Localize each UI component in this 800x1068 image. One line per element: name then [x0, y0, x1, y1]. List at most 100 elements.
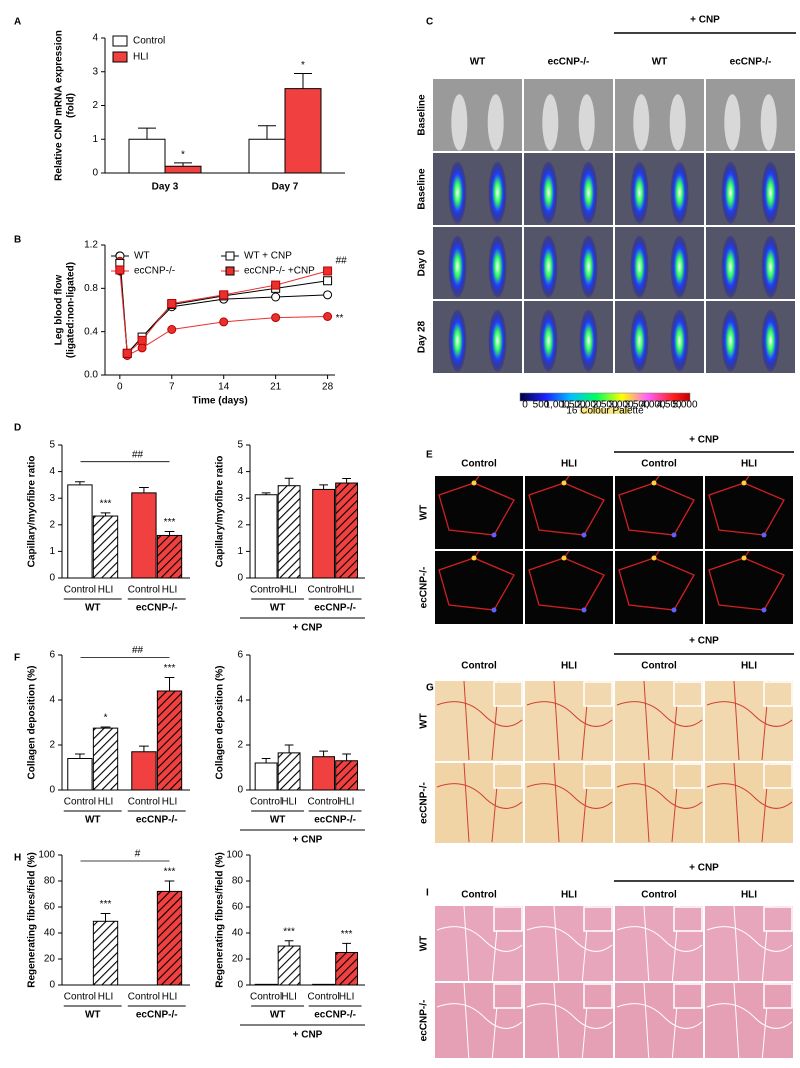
significance: ***	[100, 899, 112, 910]
y-axis-label: Leg blood flow	[54, 275, 65, 346]
perfusion	[670, 309, 689, 372]
y-tick-label: 0	[92, 168, 98, 179]
colour-scale	[519, 392, 691, 402]
scale-label: 4,500	[656, 400, 681, 411]
x-tick-label: HLI	[281, 797, 297, 808]
leg	[669, 94, 686, 151]
y-tick-label: 60	[44, 902, 56, 913]
perfusion	[761, 235, 780, 298]
scale-label: 5,000	[672, 400, 697, 411]
error-bar	[100, 726, 111, 729]
y-tick-label: 100	[226, 850, 243, 861]
error-bar	[261, 492, 271, 495]
image	[706, 301, 795, 373]
y-tick-label: 4	[49, 695, 55, 706]
significance: ***	[100, 498, 112, 509]
image	[433, 227, 522, 299]
capillary	[581, 532, 587, 538]
inset	[763, 906, 793, 932]
y-tick-label: 20	[232, 954, 244, 965]
significance: ***	[341, 929, 353, 940]
capillary	[651, 555, 657, 561]
y-axis-label: (ligated:non-ligated)	[66, 262, 77, 358]
error-bar	[284, 744, 294, 753]
image	[433, 79, 522, 151]
y-tick-label: 5	[237, 440, 243, 451]
x-tick-label: 7	[169, 382, 175, 393]
perfusion	[630, 161, 649, 224]
column-label: Control	[461, 661, 497, 672]
scale-title: 16 Colour Palette	[566, 406, 644, 417]
capillary	[761, 607, 767, 613]
inset	[763, 681, 793, 707]
series-line	[119, 269, 328, 355]
x-tick-label: HLI	[162, 992, 178, 1003]
bar	[67, 758, 93, 791]
panel-letter: A	[14, 17, 21, 28]
significance: *	[181, 150, 185, 161]
y-tick-label: 4	[237, 466, 243, 477]
y-tick-label: 20	[44, 954, 56, 965]
x-tick-label: Control	[250, 797, 282, 808]
panel-letter: C	[426, 17, 433, 28]
column-label: HLI	[561, 661, 577, 672]
y-tick-label: 80	[232, 876, 244, 887]
marker	[219, 290, 229, 300]
panel-letter: H	[14, 853, 21, 864]
y-tick-label: 0	[237, 980, 243, 991]
inset	[673, 906, 703, 932]
capillary	[561, 480, 567, 486]
bar	[312, 983, 336, 986]
y-tick-label: 2	[49, 519, 55, 530]
significance: **	[336, 313, 344, 324]
marker	[323, 312, 333, 321]
bar	[312, 488, 336, 579]
perfusion	[761, 309, 780, 372]
scale-label: 0	[522, 400, 528, 411]
column-label: Control	[641, 890, 677, 901]
row-label: WT	[419, 936, 430, 952]
y-axis-label: Capillary/myofibre ratio	[27, 456, 38, 568]
perfusion	[721, 309, 740, 372]
error-bar	[261, 758, 271, 763]
bar	[92, 515, 119, 579]
error-bar	[319, 484, 328, 490]
image	[524, 79, 613, 151]
error-bar	[342, 478, 351, 484]
y-tick-label: 2	[92, 100, 98, 111]
x-tick-label: HLI	[98, 992, 114, 1003]
column-label: WT	[652, 57, 668, 68]
panel-letter: G	[426, 683, 434, 694]
inset	[673, 983, 703, 1009]
leg	[633, 94, 650, 151]
bar	[277, 485, 301, 579]
x-tick-label: 0	[117, 382, 123, 393]
y-tick-label: 6	[237, 650, 243, 661]
significance: ##	[336, 256, 348, 267]
perfusion	[539, 309, 558, 372]
column-label: Control	[461, 459, 497, 470]
image	[615, 551, 703, 624]
x-tick-label: 21	[270, 382, 282, 393]
bar	[131, 751, 157, 791]
bar	[131, 492, 157, 579]
scale-label: 3,500	[624, 400, 649, 411]
y-tick-label: 2	[237, 740, 243, 751]
image	[615, 301, 704, 373]
y-tick-label: 0	[49, 573, 55, 584]
bar	[156, 534, 183, 579]
group-label: ecCNP-/-	[314, 815, 356, 826]
group-label: ecCNP-/-	[136, 815, 178, 826]
panel-letter: B	[14, 235, 21, 246]
y-tick-label: 4	[237, 695, 243, 706]
y-tick-label: 1	[49, 546, 55, 557]
row-label: WT	[419, 505, 430, 521]
marker	[137, 335, 147, 345]
error-bar	[258, 125, 276, 140]
x-tick-label: Control	[128, 797, 160, 808]
image	[615, 79, 704, 151]
y-axis-label: Collagen deposition (%)	[27, 666, 38, 780]
error-bar	[75, 481, 85, 485]
group-label: ecCNP-/-	[136, 1010, 178, 1021]
inset	[583, 906, 613, 932]
